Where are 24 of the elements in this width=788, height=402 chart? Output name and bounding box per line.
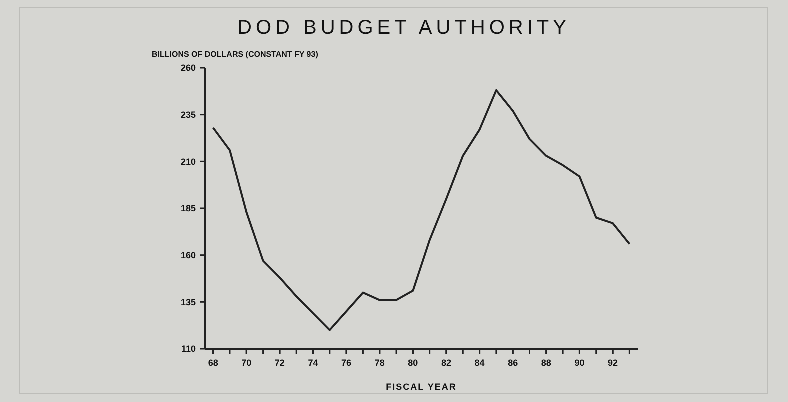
y-tick-label: 160 [180,250,196,260]
y-tick-label: 235 [180,110,196,120]
x-tick-label: 88 [541,358,552,368]
x-tick-label: 80 [408,358,418,368]
x-tick-label: 84 [474,358,485,368]
x-tick-label: 90 [574,358,585,368]
x-tick-label: 74 [308,358,318,368]
x-axis-title: FISCAL YEAR [386,382,457,392]
y-axis-title: BILLIONS OF DOLLARS (CONSTANT FY 93) [152,50,319,59]
x-tick-label: 78 [374,358,385,368]
x-tick-label: 70 [242,358,252,368]
x-tick-label: 92 [608,358,618,368]
x-tick-label: 86 [508,358,518,368]
x-tick-label: 82 [441,358,452,368]
y-tick-label: 260 [180,63,196,74]
x-tick-label: 76 [342,358,352,368]
y-tick-label: 185 [180,204,196,214]
x-tick-label: 68 [208,358,218,368]
chart-title: DOD BUDGET AUTHORITY [238,17,570,39]
y-tick-label: 135 [180,297,196,308]
y-tick-label: 110 [181,344,196,354]
y-tick-label: 210 [180,156,196,167]
x-tick-label: 72 [274,358,285,368]
line-series [212,89,631,332]
